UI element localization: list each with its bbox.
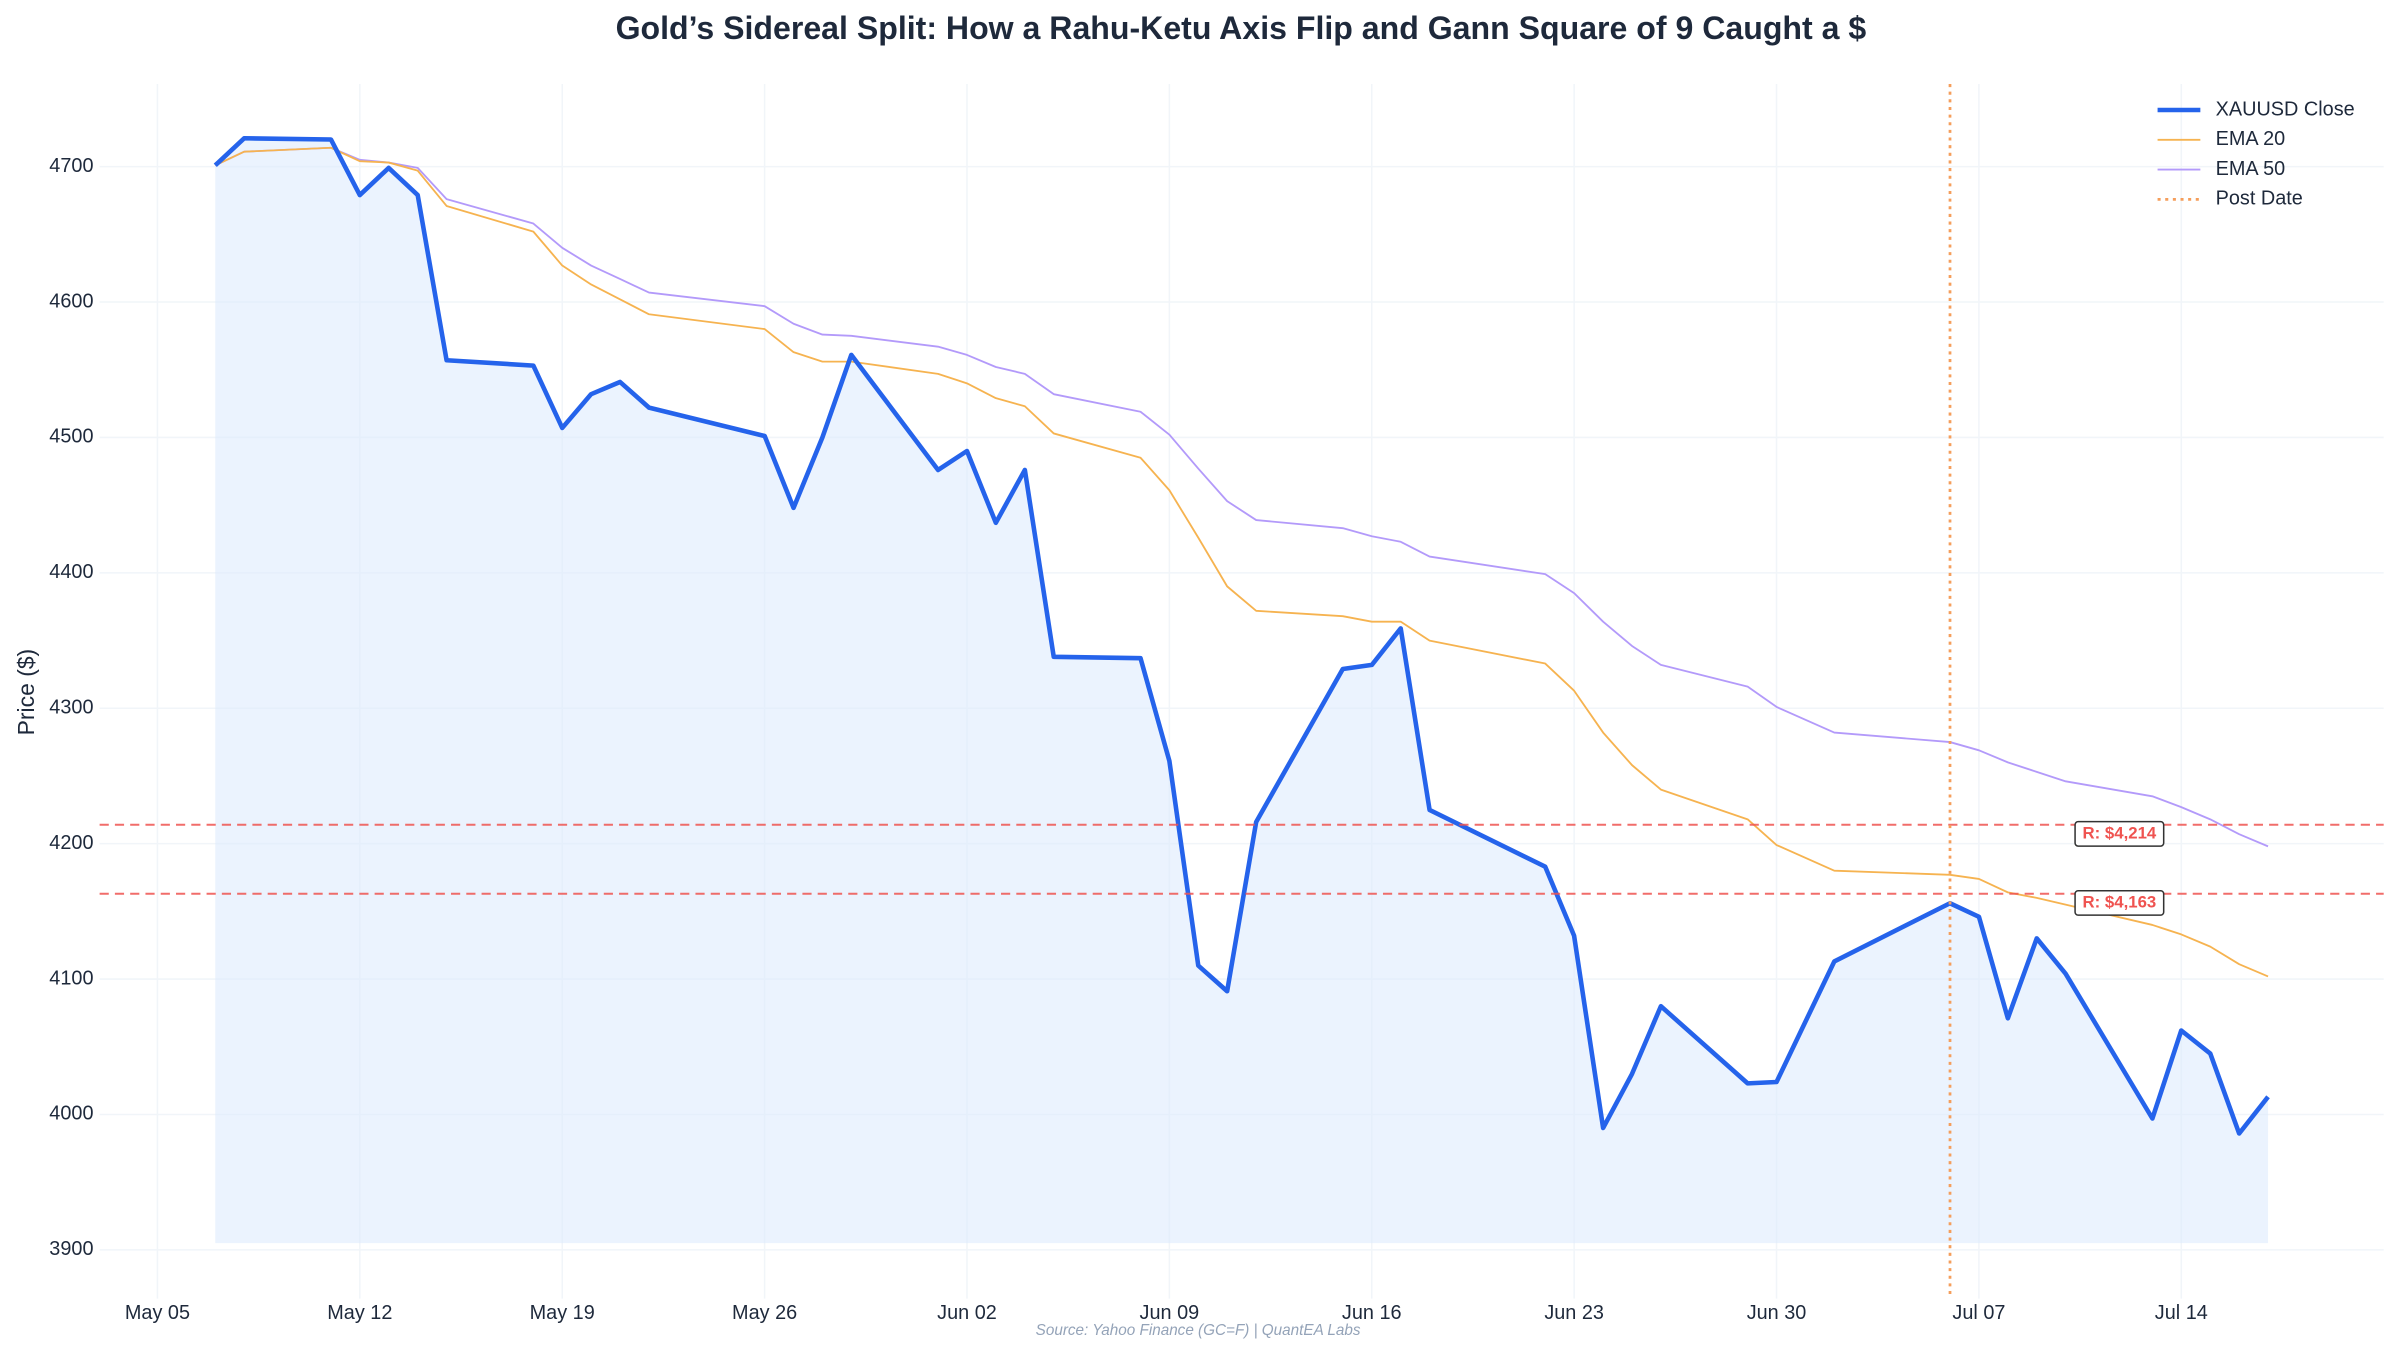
y-tick-label: 4700 [49,155,93,177]
series-line [214,146,2269,848]
legend-label: XAUUSD Close [2216,98,2355,120]
legend-label: Post Date [2216,188,2303,210]
y-tick-label: 3900 [49,1238,93,1260]
x-tick-label: Jun 09 [1140,1302,1200,1324]
x-tick-label: May 12 [327,1302,392,1324]
legend-label: EMA 50 [2216,158,2286,180]
resistance-value-label: R: $4,163 [2082,892,2156,911]
x-tick-label: Jun 30 [1747,1302,1807,1324]
x-tick-label: Jul 07 [1952,1302,2005,1324]
chart-title: Gold’s Sidereal Split: How a Rahu-Ketu A… [616,10,1867,46]
source-note: Source: Yahoo Finance (GC=F) | QuantEA L… [1036,1322,1361,1339]
x-tick-label: May 19 [530,1302,595,1324]
y-axis-label: Price ($) [13,649,39,736]
series-line [214,146,2269,978]
resistance-label: R: $4,214 [2074,820,2165,847]
x-tick-label: May 05 [125,1302,190,1324]
resistance-label: R: $4,163 [2074,889,2165,916]
y-tick-label: 4400 [49,561,93,583]
y-tick-label: 4200 [49,832,93,854]
x-tick-label: Jun 23 [1544,1302,1604,1324]
x-tick-label: Jun 16 [1342,1302,1402,1324]
area [215,138,2269,1244]
y-tick-label: 4100 [49,967,93,989]
y-tick-label: 4000 [49,1103,93,1125]
y-tick-label: 4300 [49,697,93,719]
resistance-value-label: R: $4,214 [2082,823,2156,842]
series-line [213,135,2270,1136]
legend: XAUUSD Close EMA 20 EMA 50 Post Date [2157,98,2355,210]
label-box [2074,889,2165,916]
x-tick-label: Jun 02 [937,1302,997,1324]
legend-label: EMA 20 [2216,128,2286,150]
label-box [2074,820,2165,847]
x-tick-label: May 26 [732,1302,797,1324]
y-tick-label: 4600 [49,290,93,312]
x-tick-label: Jul 14 [2155,1302,2208,1324]
y-tick-label: 4500 [49,426,93,448]
